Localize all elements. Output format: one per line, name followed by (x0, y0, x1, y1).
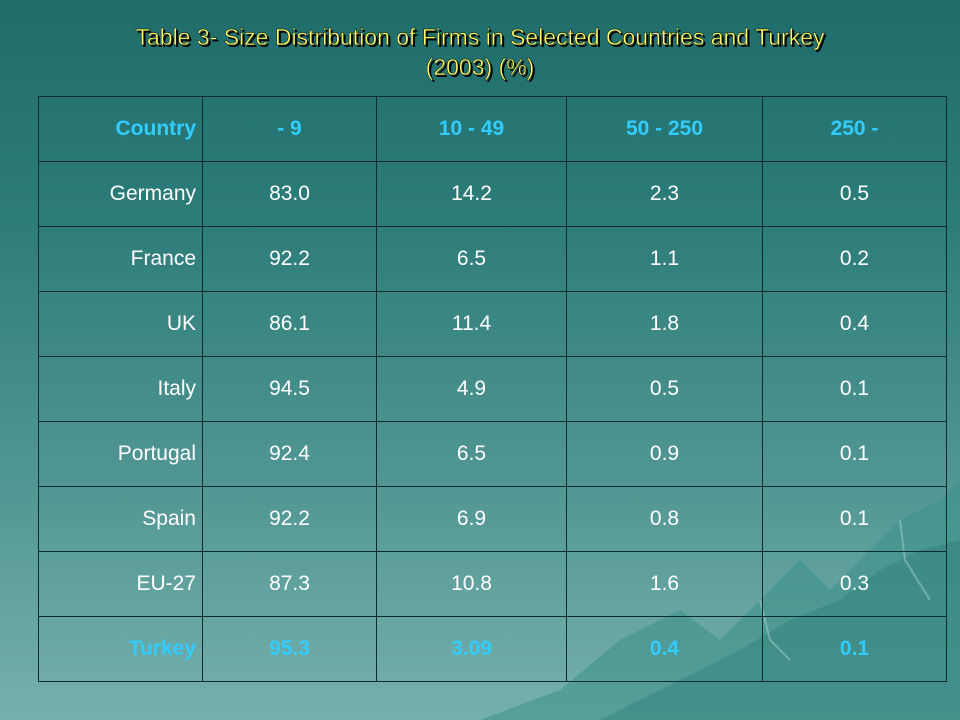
cell-country: Italy (38, 356, 203, 422)
cell-value: 6.9 (376, 486, 567, 552)
cell-value: 1.1 (566, 226, 763, 292)
cell-value: 0.4 (762, 291, 947, 357)
table-row: UK 86.1 11.4 1.8 0.4 (38, 291, 947, 357)
cell-value: 0.1 (762, 356, 947, 422)
table-row-highlight: Turkey 95.3 3.09 0.4 0.1 (38, 616, 947, 682)
cell-country: UK (38, 291, 203, 357)
table-row: Germany 83.0 14.2 2.3 0.5 (38, 161, 947, 227)
cell-value: 3.09 (376, 616, 567, 682)
cell-value: 0.1 (762, 421, 947, 487)
slide-title: Table 3- Size Distribution of Firms in S… (40, 22, 920, 82)
cell-value: 92.2 (202, 486, 377, 552)
table-row: Italy 94.5 4.9 0.5 0.1 (38, 356, 947, 422)
cell-value: 1.6 (566, 551, 763, 617)
title-line-1: Table 3- Size Distribution of Firms in S… (135, 24, 825, 50)
cell-value: 83.0 (202, 161, 377, 227)
cell-country: Portugal (38, 421, 203, 487)
table-row: Spain 92.2 6.9 0.8 0.1 (38, 486, 947, 552)
header-size-50-250: 50 - 250 (566, 96, 763, 162)
table-row: Portugal 92.4 6.5 0.9 0.1 (38, 421, 947, 487)
header-country: Country (38, 96, 203, 162)
cell-value: 0.1 (762, 616, 947, 682)
cell-value: 1.8 (566, 291, 763, 357)
table-row: France 92.2 6.5 1.1 0.2 (38, 226, 947, 292)
cell-country: Spain (38, 486, 203, 552)
cell-value: 0.1 (762, 486, 947, 552)
cell-country: EU-27 (38, 551, 203, 617)
table-row: EU-27 87.3 10.8 1.6 0.3 (38, 551, 947, 617)
cell-value: 2.3 (566, 161, 763, 227)
cell-value: 0.2 (762, 226, 947, 292)
cell-value: 4.9 (376, 356, 567, 422)
cell-value: 11.4 (376, 291, 567, 357)
cell-value: 95.3 (202, 616, 377, 682)
cell-country: Germany (38, 161, 203, 227)
cell-value: 6.5 (376, 421, 567, 487)
firm-size-table: Country - 9 10 - 49 50 - 250 250 - Germa… (38, 96, 947, 682)
title-line-2: (2003) (%) (425, 54, 535, 80)
cell-value: 94.5 (202, 356, 377, 422)
cell-value: 0.8 (566, 486, 763, 552)
cell-value: 0.5 (762, 161, 947, 227)
data-table-container: Country - 9 10 - 49 50 - 250 250 - Germa… (38, 96, 947, 682)
table-header-row: Country - 9 10 - 49 50 - 250 250 - (38, 96, 947, 162)
cell-value: 0.4 (566, 616, 763, 682)
header-size-250-plus: 250 - (762, 96, 947, 162)
cell-value: 86.1 (202, 291, 377, 357)
cell-value: 0.9 (566, 421, 763, 487)
cell-value: 0.3 (762, 551, 947, 617)
cell-value: 92.2 (202, 226, 377, 292)
cell-country: Turkey (38, 616, 203, 682)
header-size-10-49: 10 - 49 (376, 96, 567, 162)
cell-value: 14.2 (376, 161, 567, 227)
cell-value: 6.5 (376, 226, 567, 292)
cell-value: 92.4 (202, 421, 377, 487)
cell-value: 10.8 (376, 551, 567, 617)
cell-value: 87.3 (202, 551, 377, 617)
cell-value: 0.5 (566, 356, 763, 422)
header-size-0-9: - 9 (202, 96, 377, 162)
cell-country: France (38, 226, 203, 292)
